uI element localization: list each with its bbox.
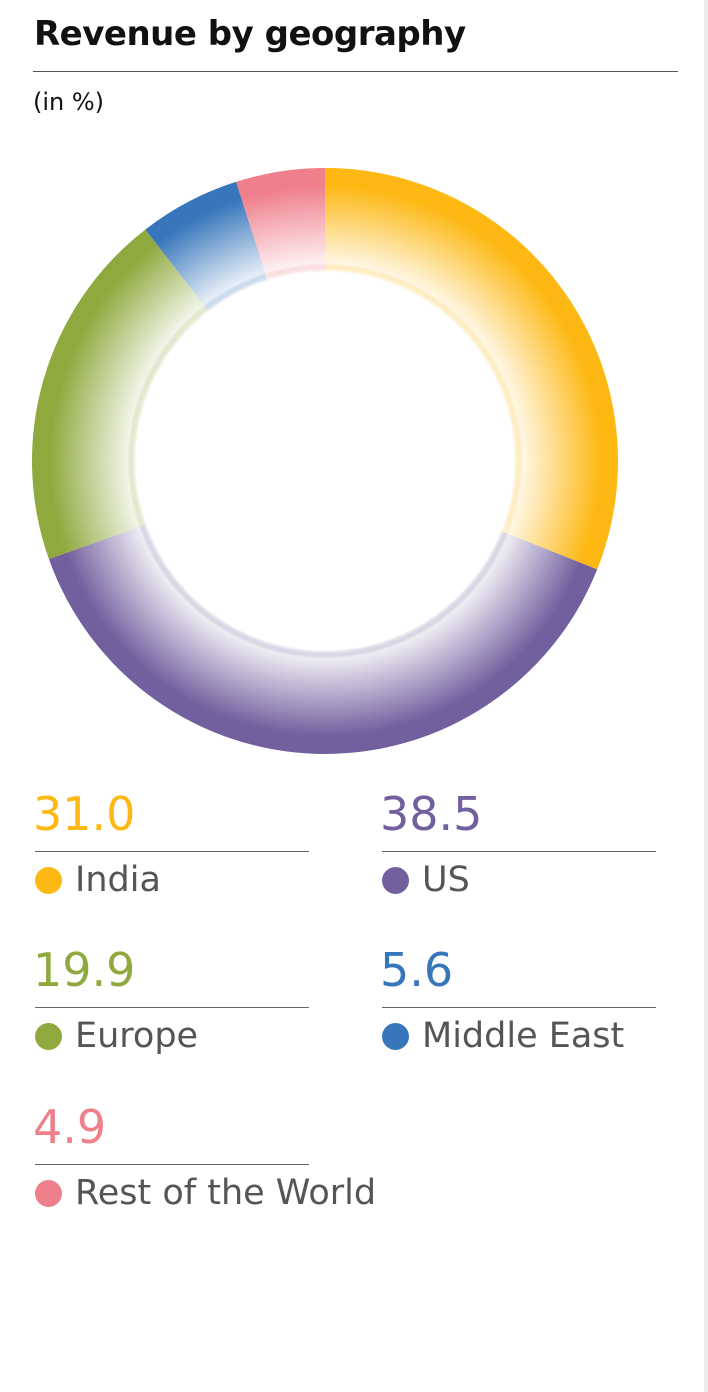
legend-label-middle-east: Middle East (422, 1016, 625, 1056)
donut-slice-rest-of-the-world (236, 168, 325, 281)
chart-title: Revenue by geography (34, 14, 466, 54)
donut-slice-middle-east (145, 181, 268, 312)
legend-swatch-middle-east (382, 1023, 409, 1050)
legend-item-india: 31.0 India (33, 786, 309, 916)
legend-swatch-europe (35, 1023, 62, 1050)
donut-slice-india (325, 168, 618, 570)
legend-value-india: 31.0 (33, 787, 136, 841)
page-edge (704, 0, 708, 1392)
legend-swatch-rest-of-world (35, 1180, 62, 1207)
legend-value-us: 38.5 (380, 787, 483, 841)
legend-value-rest-of-world: 4.9 (33, 1100, 107, 1154)
legend-item-us: 38.5 US (380, 786, 656, 916)
legend-label-europe: Europe (75, 1016, 199, 1056)
legend-value-europe: 19.9 (33, 943, 136, 997)
legend-divider (35, 851, 309, 852)
legend-divider (35, 1007, 309, 1008)
legend-swatch-us (382, 867, 409, 894)
legend-value-middle-east: 5.6 (380, 943, 454, 997)
donut-slice-europe (32, 229, 210, 560)
legend-item-middle-east: 5.6 Middle East (380, 942, 656, 1072)
donut-chart (32, 168, 618, 754)
donut-slice-us (48, 524, 598, 754)
legend-item-rest-of-world: 4.9 Rest of the World (33, 1099, 393, 1229)
legend-label-rest-of-world: Rest of the World (75, 1173, 377, 1213)
chart-subtitle: (in %) (33, 88, 105, 116)
legend-label-india: India (75, 860, 161, 900)
legend-divider (35, 1164, 309, 1165)
legend-divider (382, 1007, 656, 1008)
legend-item-europe: 19.9 Europe (33, 942, 309, 1072)
legend-divider (382, 851, 656, 852)
legend-label-us: US (422, 860, 470, 900)
legend-swatch-india (35, 867, 62, 894)
title-divider (33, 71, 678, 72)
